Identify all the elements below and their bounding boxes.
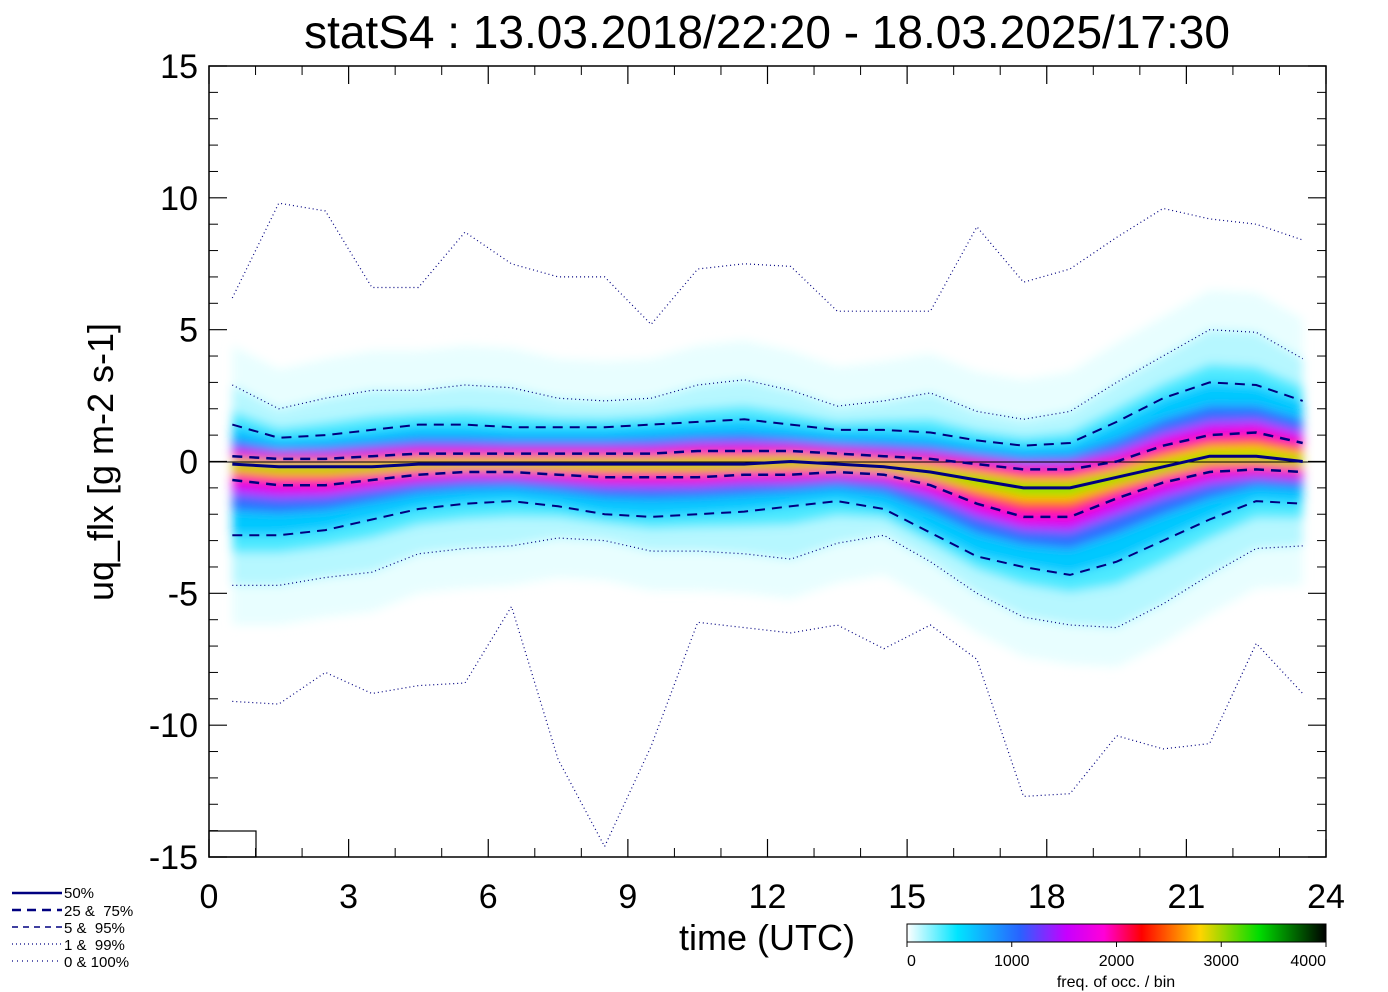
y-tick-label: -10 [149,707,198,745]
chart-title: statS4 : 13.03.2018/22:20 - 18.03.2025/1… [304,6,1230,58]
percentile-lines [231,202,1304,848]
y-tick-label: 0 [179,444,198,482]
y-tick-label: 15 [160,48,198,86]
x-tick-label: 3 [339,878,358,916]
legend-label-25-75: 25 & 75% [64,903,133,920]
colorbar-gradient [906,923,1327,943]
x-tick-label: 24 [1307,878,1345,916]
colorbar-ticks: 0 1000 2000 3000 4000 [906,942,1327,970]
series-line-95pct [232,381,1304,447]
y-tick-label: -5 [168,575,198,613]
series-line-100pct [231,202,1303,326]
x-tick-label: 9 [618,878,637,916]
series-line-25pct [232,468,1303,519]
colorbar-label: freq. of occ. / bin [1057,974,1175,991]
x-tick-label: 6 [479,878,498,916]
legend-label-5-95: 5 & 95% [64,920,125,937]
legend-label-0-100: 0 & 100% [64,954,129,971]
legend-label-50: 50% [64,885,94,902]
colorbar-tick-label: 3000 [1203,953,1239,970]
x-axis-label: time (UTC) [679,917,855,958]
y-axis-label: uq_flx [g m-2 s-1] [80,323,121,601]
colorbar: 0 1000 2000 3000 4000 freq. of occ. / bin [906,923,1327,991]
x-tick-label: 0 [200,878,219,916]
x-tick-label: 21 [1167,878,1205,916]
y-tick-label: 10 [160,180,198,218]
corner-marker [208,830,257,858]
x-tick-label: 12 [749,878,787,916]
colorbar-tick-label: 1000 [994,953,1030,970]
y-tick-label: 5 [179,312,198,350]
legend: 50% 25 & 75% 5 & 95% 1 & 99% 0 & 100% [12,885,133,971]
colorbar-tick-label: 0 [907,953,916,970]
colorbar-tick-label: 4000 [1290,953,1326,970]
series-line-75pct [232,431,1303,471]
frequency-heatmap [232,290,1303,668]
series-line-50pct [232,454,1303,490]
x-tick-label: 18 [1028,878,1066,916]
colorbar-tick-label: 2000 [1099,953,1135,970]
y-tick-label: -15 [149,839,198,877]
legend-label-1-99: 1 & 99% [64,937,125,954]
x-tick-label: 15 [888,878,926,916]
y-tick-labels: 15 10 5 0 -5 -10 -15 [149,48,198,877]
x-tick-labels: 0 3 6 9 12 15 18 21 24 [200,878,1345,916]
